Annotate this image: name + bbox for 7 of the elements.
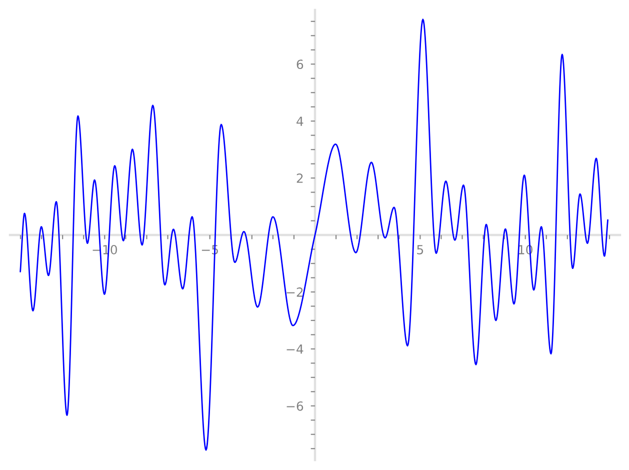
y-tick-label: −4 — [286, 344, 304, 354]
x-tick-label: 5 — [417, 245, 424, 254]
y-tick-label: 6 — [296, 60, 304, 70]
y-tick-label: 4 — [296, 116, 304, 126]
y-tick-label: −6 — [286, 401, 304, 411]
y-tick-label: −2 — [286, 287, 303, 297]
y-tick-label: 2 — [296, 174, 303, 183]
